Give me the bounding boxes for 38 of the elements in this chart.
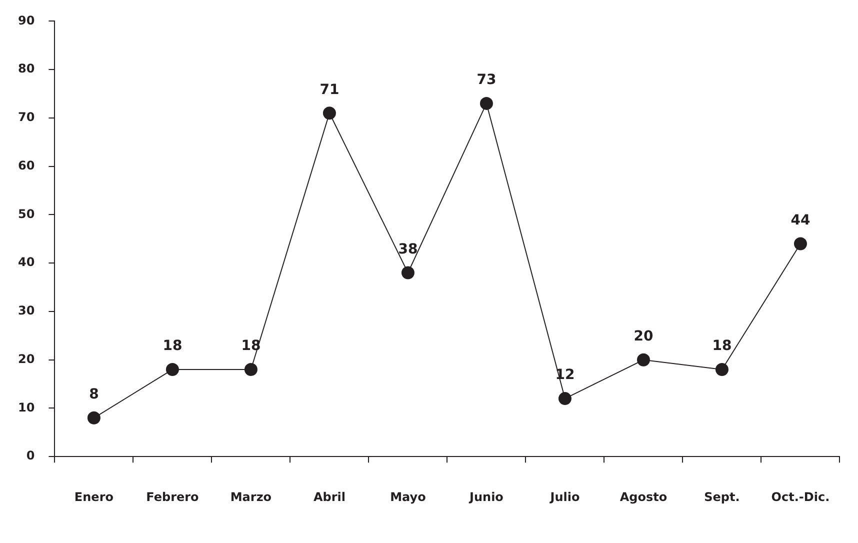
- y-tick-label: 80: [18, 62, 35, 76]
- point: [401, 266, 414, 280]
- x-tick-label: Julio: [549, 490, 580, 504]
- point: [636, 353, 650, 366]
- y-tick-label: 50: [18, 206, 35, 221]
- data-label: 8: [89, 386, 99, 403]
- x-tick-label: Mayo: [390, 490, 426, 504]
- y-tick-label: 60: [18, 158, 35, 172]
- data-label: 18: [712, 338, 732, 354]
- y-tick-label: 70: [18, 110, 35, 124]
- point: [244, 363, 258, 376]
- x-tick-label: Agosto: [620, 490, 668, 504]
- x-tick-label: Oct.-Dic.: [771, 490, 830, 504]
- y-tick-label: 90: [18, 13, 35, 28]
- point: [87, 411, 100, 424]
- data-label: 18: [162, 338, 182, 354]
- x-tick-label: Febrero: [146, 490, 199, 504]
- x-tick-label: Junio: [468, 490, 504, 504]
- y-tick-label: 40: [18, 255, 35, 270]
- x-tick-label: Enero: [74, 490, 114, 504]
- data-label: 38: [398, 241, 418, 258]
- x-tick-label: Sept.: [704, 490, 740, 504]
- point: [322, 106, 336, 120]
- point: [166, 363, 179, 376]
- point: [558, 392, 572, 406]
- y-tick-label: 0: [26, 448, 35, 463]
- point: [794, 237, 807, 250]
- x-tick-label: Abril: [313, 490, 346, 504]
- y-tick-label: 20: [18, 352, 35, 366]
- point: [480, 96, 493, 110]
- data-label: 44: [790, 212, 810, 228]
- data-label: 20: [634, 328, 654, 344]
- point: [715, 363, 728, 376]
- data-label: 73: [476, 72, 496, 88]
- x-tick-label: Marzo: [230, 490, 272, 504]
- y-tick-label: 10: [18, 400, 35, 414]
- y-tick-label: 30: [18, 304, 35, 318]
- data-label: 71: [320, 82, 340, 98]
